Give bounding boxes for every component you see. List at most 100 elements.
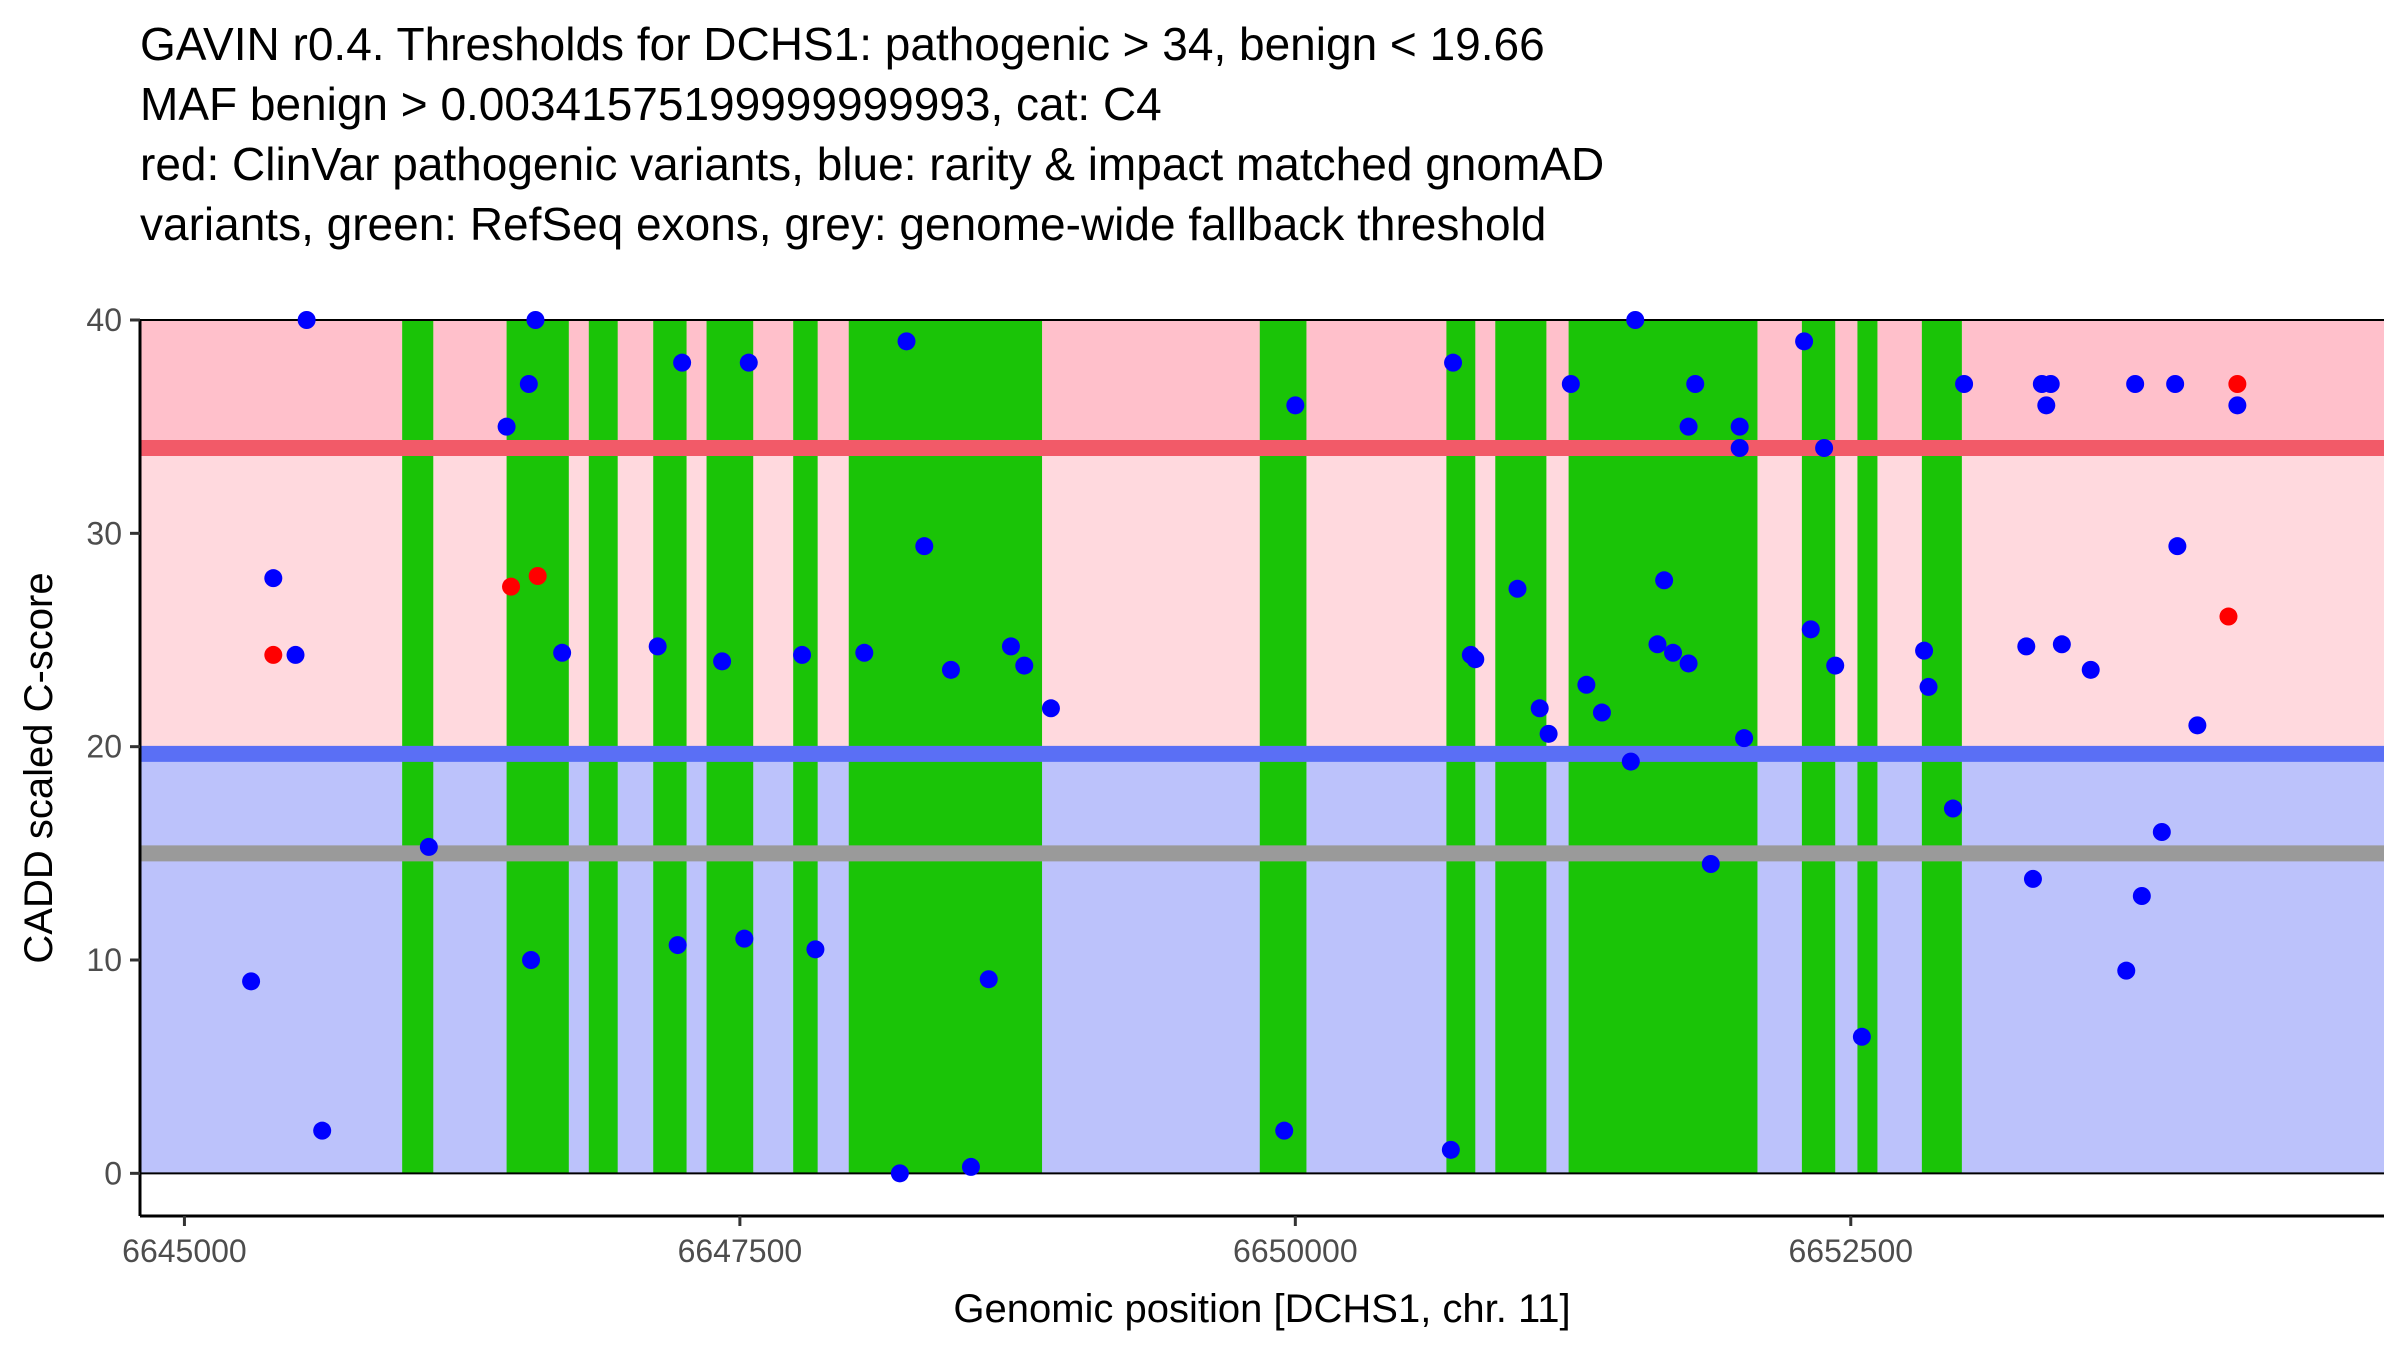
gnomad-point-39 <box>1561 375 1580 393</box>
gnomad-point-74 <box>2166 375 2185 393</box>
title-line-4: variants, green: RefSeq exons, grey: gen… <box>140 198 1547 250</box>
gnomad-point-73 <box>2152 823 2171 841</box>
threshold-lines <box>140 319 2384 1175</box>
gnomad-point-37 <box>1530 699 1549 718</box>
gnomad-point-19 <box>806 940 825 959</box>
gnomad-point-11 <box>553 643 572 662</box>
gnomad-point-27 <box>1001 637 1020 656</box>
gnomad-point-46 <box>1664 643 1683 662</box>
y-tick-label-0: 0 <box>104 1155 122 1191</box>
gnomad-point-31 <box>1286 396 1305 415</box>
gnomad-point-77 <box>2228 396 2247 415</box>
gnomad-point-41 <box>1592 703 1611 722</box>
gnomad-point-20 <box>855 643 874 662</box>
gnomad-point-48 <box>1679 654 1698 673</box>
y-tick-label-40: 40 <box>86 302 122 338</box>
y-axis-title: CADD scaled C-score <box>17 572 61 963</box>
title-line-1: GAVIN r0.4. Thresholds for DCHS1: pathog… <box>140 18 1545 70</box>
clinvar-point-5 <box>2228 375 2247 393</box>
gnomad-point-68 <box>2052 635 2071 654</box>
y-tick-label-10: 10 <box>86 942 122 978</box>
gnomad-point-21 <box>890 1164 909 1183</box>
gnomad-point-58 <box>1852 1027 1871 1046</box>
gnomad-point-45 <box>1655 571 1674 590</box>
clinvar-point-4 <box>2219 607 2238 626</box>
y-tick-label-20: 20 <box>86 729 122 765</box>
gnomad-point-5 <box>313 1121 332 1140</box>
gnomad-point-9 <box>522 951 541 969</box>
gnomad-point-53 <box>1735 729 1754 748</box>
gnomad-point-76 <box>2188 716 2207 735</box>
x-tick-label-6645000: 6645000 <box>122 1233 247 1269</box>
gnomad-point-43 <box>1626 311 1645 329</box>
x-tick-label-6652500: 6652500 <box>1788 1233 1913 1269</box>
gnomad-point-63 <box>2017 637 2036 656</box>
gnomad-point-56 <box>1815 439 1834 457</box>
gnomad-point-49 <box>1686 375 1705 393</box>
gnomad-point-72 <box>2132 887 2151 905</box>
axes: 0 10 20 30 40 6645000 6647500 6650000 6652500 <box>86 302 2384 1269</box>
gnomad-point-66 <box>2037 396 2056 415</box>
gnomad-point-52 <box>1730 439 1749 457</box>
x-tick-label-6647500: 6647500 <box>678 1233 803 1269</box>
clinvar-point-2 <box>502 577 521 596</box>
gnomad-point-24 <box>941 660 960 679</box>
title-line-2: MAF benign > 0.00341575199999999993, cat… <box>140 78 1162 130</box>
gnomad-point-54 <box>1795 332 1814 351</box>
gnomad-point-47 <box>1679 417 1698 436</box>
gnomad-point-33 <box>1444 353 1463 372</box>
gnomad-point-18 <box>793 645 812 664</box>
gnomad-point-36 <box>1508 579 1527 598</box>
gnomad-point-32 <box>1441 1140 1460 1159</box>
gnomad-point-40 <box>1577 675 1596 694</box>
gnomad-point-61 <box>1943 799 1962 818</box>
gnomad-point-50 <box>1701 855 1720 873</box>
gnomad-point-26 <box>979 970 998 989</box>
gnomad-point-12 <box>648 637 667 656</box>
gnomad-point-13 <box>668 936 687 955</box>
gnomad-point-44 <box>1648 635 1667 654</box>
gnomad-point-38 <box>1539 724 1558 743</box>
gnomad-point-64 <box>2023 869 2042 888</box>
gnomad-point-16 <box>735 929 754 948</box>
title-line-3: red: ClinVar pathogenic variants, blue: … <box>140 138 1605 190</box>
gnomad-point-55 <box>1801 620 1820 639</box>
gnomad-point-29 <box>1041 699 1060 718</box>
gnomad-point-28 <box>1015 656 1034 675</box>
gnomad-point-71 <box>2126 375 2145 393</box>
gnomad-point-1 <box>242 972 261 991</box>
gnomad-point-3 <box>286 645 305 664</box>
gnomad-point-67 <box>2041 375 2060 393</box>
gnomad-point-75 <box>2168 537 2187 556</box>
x-tick-label-6650000: 6650000 <box>1233 1233 1358 1269</box>
gnomad-point-8 <box>519 375 538 393</box>
gnomad-point-59 <box>1915 641 1934 660</box>
gnomad-point-51 <box>1730 417 1749 436</box>
gnomad-point-7 <box>497 417 516 436</box>
clinvar-point-3 <box>528 567 547 585</box>
gnomad-point-14 <box>673 353 692 372</box>
gnomad-point-62 <box>1955 375 1974 393</box>
gnomad-point-69 <box>2081 660 2100 679</box>
gnomad-point-70 <box>2117 961 2136 980</box>
y-tick-label-30: 30 <box>86 515 122 551</box>
gnomad-point-35 <box>1466 650 1485 669</box>
gnomad-point-22 <box>897 332 916 351</box>
gnomad-point-25 <box>961 1157 980 1176</box>
gnomad-point-15 <box>713 652 732 671</box>
chart-title: GAVIN r0.4. Thresholds for DCHS1: pathog… <box>140 14 1604 254</box>
x-axis-title: Genomic position [DCHS1, chr. 11] <box>953 1287 1570 1331</box>
gnomad-point-4 <box>297 311 316 329</box>
gnomad-point-17 <box>739 353 758 372</box>
gnomad-point-10 <box>526 311 545 329</box>
gnomad-point-2 <box>264 569 283 588</box>
variant-points <box>242 311 2247 1183</box>
gnomad-point-6 <box>419 837 438 856</box>
gnomad-point-60 <box>1919 677 1938 696</box>
gnomad-point-42 <box>1621 752 1640 771</box>
clinvar-point-1 <box>264 645 283 664</box>
gnomad-point-30 <box>1275 1121 1294 1140</box>
gnomad-point-57 <box>1826 656 1845 675</box>
gnomad-point-23 <box>915 537 934 556</box>
